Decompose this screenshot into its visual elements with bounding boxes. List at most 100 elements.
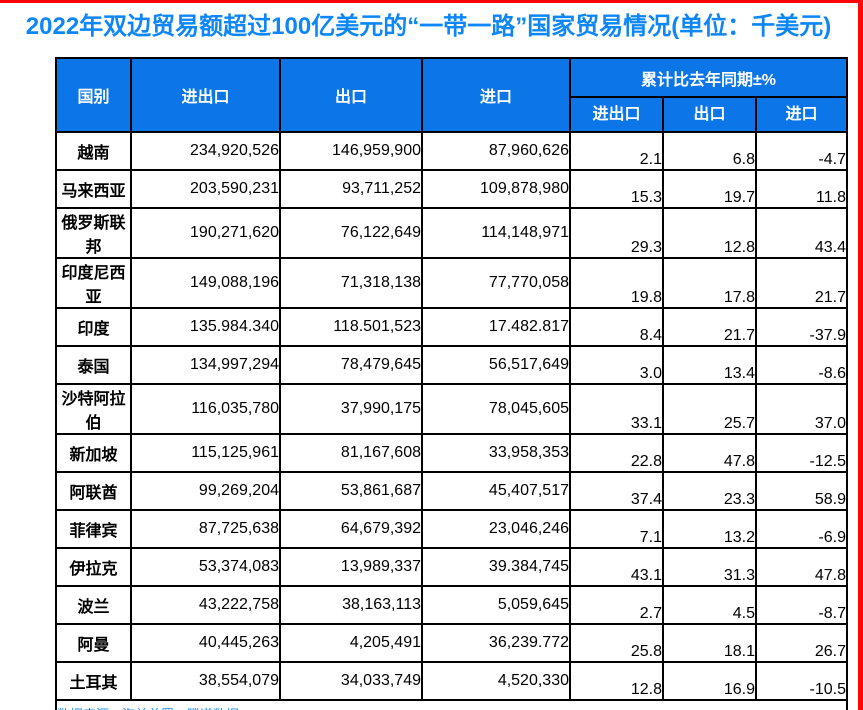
header-total-trade: 进出口 bbox=[130, 57, 281, 133]
export-cell: 38,163,113 bbox=[279, 585, 423, 625]
yoy-export-cell: 47.8 bbox=[662, 433, 757, 473]
table-row: 印度尼西亚 149,088,196 71,318,138 77,770,058 … bbox=[55, 257, 848, 309]
header-yoy-export: 出口 bbox=[662, 96, 757, 133]
country-cell: 阿联酋 bbox=[55, 471, 132, 511]
import-cell: 17.482.817 bbox=[421, 307, 571, 347]
table-row: 土耳其 38,554,079 34,033,749 4,520,330 12.8… bbox=[55, 661, 848, 701]
export-cell: 64,679,392 bbox=[279, 509, 423, 549]
export-cell: 146,959,900 bbox=[279, 131, 423, 171]
table-row: 伊拉克 53,374,083 13,989,337 39.384,745 43.… bbox=[55, 547, 848, 587]
yoy-total-cell: 12.8 bbox=[569, 661, 664, 701]
import-cell: 77,770,058 bbox=[421, 257, 571, 309]
source-note: 数据来源：海关总署、腾道数据 bbox=[55, 699, 848, 710]
yoy-export-cell: 25.7 bbox=[662, 383, 757, 435]
yoy-export-cell: 19.7 bbox=[662, 169, 757, 209]
yoy-total-cell: 2.1 bbox=[569, 131, 664, 171]
country-cell: 泰国 bbox=[55, 345, 132, 385]
yoy-import-cell: -4.7 bbox=[755, 131, 848, 171]
import-cell: 39.384,745 bbox=[421, 547, 571, 587]
yoy-export-cell: 16.9 bbox=[662, 661, 757, 701]
table-body: 越南 234,920,526 146,959,900 87,960,626 2.… bbox=[55, 131, 848, 701]
table-row: 阿曼 40,445,263 4,205,491 36,239.772 25.8 … bbox=[55, 623, 848, 663]
yoy-total-cell: 7.1 bbox=[569, 509, 664, 549]
table-row: 菲律宾 87,725,638 64,679,392 23,046,246 7.1… bbox=[55, 509, 848, 549]
total-trade-cell: 53,374,083 bbox=[130, 547, 281, 587]
export-cell: 118.501,523 bbox=[279, 307, 423, 347]
yoy-total-cell: 25.8 bbox=[569, 623, 664, 663]
import-cell: 45,407,517 bbox=[421, 471, 571, 511]
country-cell: 越南 bbox=[55, 131, 132, 171]
total-trade-cell: 87,725,638 bbox=[130, 509, 281, 549]
export-cell: 78,479,645 bbox=[279, 345, 423, 385]
total-trade-cell: 203,590,231 bbox=[130, 169, 281, 209]
yoy-import-cell: 47.8 bbox=[755, 547, 848, 587]
yoy-export-cell: 17.8 bbox=[662, 257, 757, 309]
header-import: 进口 bbox=[421, 57, 571, 133]
country-cell: 沙特阿拉伯 bbox=[55, 383, 132, 435]
table-row: 波兰 43,222,758 38,163,113 5,059,645 2.7 4… bbox=[55, 585, 848, 625]
total-trade-cell: 99,269,204 bbox=[130, 471, 281, 511]
export-cell: 37,990,175 bbox=[279, 383, 423, 435]
table-row: 泰国 134,997,294 78,479,645 56,517,649 3.0… bbox=[55, 345, 848, 385]
import-cell: 87,960,626 bbox=[421, 131, 571, 171]
yoy-total-cell: 37.4 bbox=[569, 471, 664, 511]
country-cell: 印度尼西亚 bbox=[55, 257, 132, 309]
table-row: 沙特阿拉伯 116,035,780 37,990,175 78,045,605 … bbox=[55, 383, 848, 435]
import-cell: 114,148,971 bbox=[421, 207, 571, 259]
total-trade-cell: 38,554,079 bbox=[130, 661, 281, 701]
yoy-total-cell: 22.8 bbox=[569, 433, 664, 473]
yoy-import-cell: -37.9 bbox=[755, 307, 848, 347]
yoy-export-cell: 21.7 bbox=[662, 307, 757, 347]
yoy-export-cell: 13.2 bbox=[662, 509, 757, 549]
country-cell: 马来西亚 bbox=[55, 169, 132, 209]
yoy-total-cell: 2.7 bbox=[569, 585, 664, 625]
table-row: 俄罗斯联邦 190,271,620 76,122,649 114,148,971… bbox=[55, 207, 848, 259]
total-trade-cell: 135.984.340 bbox=[130, 307, 281, 347]
export-cell: 71,318,138 bbox=[279, 257, 423, 309]
country-cell: 土耳其 bbox=[55, 661, 132, 701]
export-cell: 53,861,687 bbox=[279, 471, 423, 511]
import-cell: 33,958,353 bbox=[421, 433, 571, 473]
yoy-export-cell: 23.3 bbox=[662, 471, 757, 511]
export-cell: 4,205,491 bbox=[279, 623, 423, 663]
yoy-total-cell: 43.1 bbox=[569, 547, 664, 587]
yoy-export-cell: 12.8 bbox=[662, 207, 757, 259]
export-cell: 34,033,749 bbox=[279, 661, 423, 701]
table-row: 阿联酋 99,269,204 53,861,687 45,407,517 37.… bbox=[55, 471, 848, 511]
yoy-export-cell: 4.5 bbox=[662, 585, 757, 625]
header-yoy-total: 进出口 bbox=[569, 96, 664, 133]
table-row: 马来西亚 203,590,231 93,711,252 109,878,980 … bbox=[55, 169, 848, 209]
red-annotation-line-right bbox=[858, 0, 863, 710]
import-cell: 78,045,605 bbox=[421, 383, 571, 435]
header-yoy-group: 累计比去年同期±% bbox=[569, 57, 848, 98]
red-annotation-line-top bbox=[0, 0, 861, 3]
total-trade-cell: 234,920,526 bbox=[130, 131, 281, 171]
country-cell: 伊拉克 bbox=[55, 547, 132, 587]
yoy-import-cell: -8.7 bbox=[755, 585, 848, 625]
yoy-export-cell: 6.8 bbox=[662, 131, 757, 171]
table-row: 新加坡 115,125,961 81,167,608 33,958,353 22… bbox=[55, 433, 848, 473]
country-cell: 新加坡 bbox=[55, 433, 132, 473]
import-cell: 23,046,246 bbox=[421, 509, 571, 549]
total-trade-cell: 115,125,961 bbox=[130, 433, 281, 473]
yoy-import-cell: -10.5 bbox=[755, 661, 848, 701]
yoy-import-cell: 37.0 bbox=[755, 383, 848, 435]
import-cell: 56,517,649 bbox=[421, 345, 571, 385]
yoy-total-cell: 3.0 bbox=[569, 345, 664, 385]
table-row: 印度 135.984.340 118.501,523 17.482.817 8.… bbox=[55, 307, 848, 347]
yoy-total-cell: 19.8 bbox=[569, 257, 664, 309]
yoy-import-cell: -6.9 bbox=[755, 509, 848, 549]
trade-table: 国别 进出口 出口 进口 累计比去年同期±% 进出口 出口 进口 越南 234,… bbox=[55, 57, 848, 710]
yoy-export-cell: 31.3 bbox=[662, 547, 757, 587]
total-trade-cell: 149,088,196 bbox=[130, 257, 281, 309]
page-title: 2022年双边贸易额超过100亿美元的“一带一路”国家贸易情况(单位：千美元) bbox=[25, 13, 832, 40]
yoy-total-cell: 15.3 bbox=[569, 169, 664, 209]
header-country: 国别 bbox=[55, 57, 132, 133]
total-trade-cell: 43,222,758 bbox=[130, 585, 281, 625]
country-cell: 印度 bbox=[55, 307, 132, 347]
table-row: 越南 234,920,526 146,959,900 87,960,626 2.… bbox=[55, 131, 848, 171]
yoy-import-cell: 58.9 bbox=[755, 471, 848, 511]
yoy-import-cell: -12.5 bbox=[755, 433, 848, 473]
country-cell: 波兰 bbox=[55, 585, 132, 625]
